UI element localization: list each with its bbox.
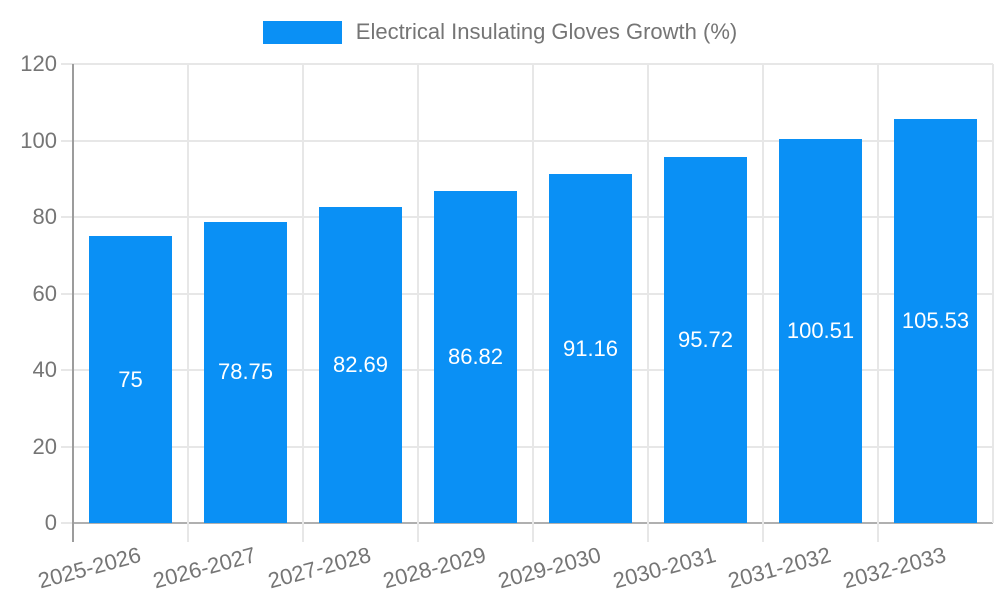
- y-tick-label: 120: [20, 51, 57, 76]
- y-tick-label: 100: [20, 127, 57, 153]
- y-tick-label: 0: [44, 510, 57, 535]
- plot-right-border: [992, 64, 994, 523]
- x-tick-label: 2028-2029: [379, 542, 488, 594]
- legend-label: Electrical Insulating Gloves Growth (%): [355, 19, 738, 44]
- x-gridline: [417, 64, 419, 542]
- bar[interactable]: 82.69: [319, 206, 402, 523]
- bar-value-label: 86.82: [447, 343, 504, 369]
- y-tick-mark: [61, 445, 73, 448]
- bar[interactable]: 100.51: [779, 138, 862, 523]
- y-tick-mark: [61, 522, 73, 524]
- y-tick-label: 40: [32, 357, 57, 382]
- x-tick-label: 2030-2031: [609, 542, 718, 594]
- y-tick-label: 80: [32, 204, 57, 229]
- y-tick-mark: [61, 369, 73, 371]
- bar[interactable]: 86.82: [434, 190, 517, 523]
- y-tick-mark: [61, 139, 73, 142]
- x-gridline: [762, 64, 764, 542]
- x-gridline: [187, 64, 189, 542]
- bar-value-label: 95.72: [677, 326, 734, 352]
- x-tick-label: 2029-2030: [494, 542, 603, 594]
- x-tick-label: 2031-2032: [724, 542, 833, 594]
- bar[interactable]: 91.16: [549, 174, 632, 523]
- y-axis-line: [72, 64, 74, 542]
- x-gridline: [877, 64, 879, 542]
- x-tick-label: 2026-2027: [149, 542, 258, 594]
- bar-value-label: 91.16: [562, 335, 619, 361]
- x-gridline: [302, 64, 304, 542]
- y-tick-label: 20: [32, 433, 57, 459]
- bar[interactable]: 95.72: [664, 156, 747, 523]
- x-gridline: [647, 64, 649, 542]
- y-tick-mark: [61, 216, 73, 218]
- bar-value-label: 82.69: [332, 351, 389, 377]
- x-tick-label: 2027-2028: [264, 542, 373, 594]
- y-tick-label: 60: [32, 280, 57, 306]
- bar-value-label: 105.53: [901, 308, 970, 334]
- bar-value-label: 100.51: [786, 317, 855, 343]
- x-tick-label: 2032-2033: [839, 542, 948, 594]
- y-tick-mark: [61, 292, 73, 295]
- bar[interactable]: 75: [89, 236, 172, 523]
- bar[interactable]: 105.53: [894, 119, 977, 523]
- legend: Electrical Insulating Gloves Growth (%): [0, 19, 1000, 45]
- x-gridline: [532, 64, 534, 542]
- bar-value-label: 75: [118, 366, 143, 392]
- y-tick-mark: [61, 63, 73, 65]
- x-tick-label: 2025-2026: [34, 542, 143, 594]
- legend-swatch: [262, 20, 342, 44]
- bar-value-label: 78.75: [217, 359, 274, 385]
- bar[interactable]: 78.75: [204, 221, 287, 523]
